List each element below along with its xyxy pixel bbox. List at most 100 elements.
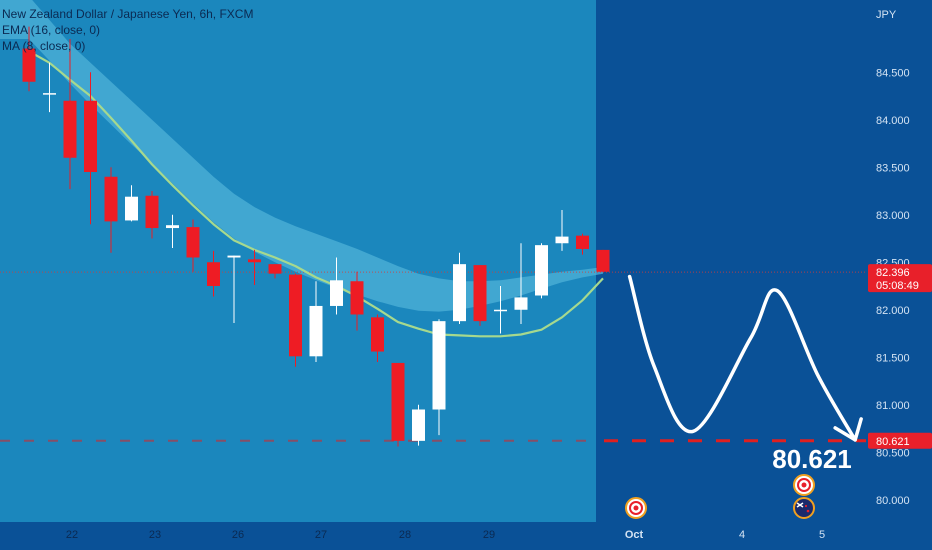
candle-body — [186, 227, 200, 258]
candle[interactable] — [227, 255, 241, 324]
candle[interactable] — [22, 26, 36, 92]
target-price-annotation: 80.621 — [772, 444, 852, 474]
candle-body — [350, 281, 364, 315]
candle[interactable] — [371, 314, 384, 363]
candle-body — [596, 249, 610, 272]
candle[interactable] — [289, 273, 302, 367]
time-tick-label: 29 — [483, 529, 495, 541]
candle-body — [268, 264, 282, 274]
price-tick-label: 84.500 — [876, 67, 910, 79]
axis-currency-label: JPY — [876, 9, 897, 21]
candle[interactable] — [494, 286, 507, 334]
candle-body — [330, 280, 343, 306]
candle[interactable] — [473, 265, 487, 326]
candle[interactable] — [330, 257, 343, 315]
candle-body — [104, 176, 118, 222]
event-target-icon[interactable] — [793, 474, 815, 496]
candle[interactable] — [145, 191, 159, 239]
candle[interactable] — [43, 62, 56, 113]
event-icons — [625, 474, 815, 519]
time-tick-label: 4 — [739, 529, 745, 541]
time-tick-label: 5 — [819, 529, 825, 541]
candle[interactable] — [207, 250, 220, 297]
candle[interactable] — [391, 362, 405, 447]
flag-star — [804, 504, 808, 508]
candle[interactable] — [596, 249, 610, 272]
candle-body — [576, 235, 589, 249]
time-tick-label: 23 — [149, 529, 161, 541]
candle[interactable] — [412, 404, 425, 446]
candle[interactable] — [432, 319, 446, 436]
candle[interactable] — [63, 39, 77, 190]
candle-body — [432, 321, 446, 410]
price-guides — [0, 271, 866, 443]
candle-body — [494, 309, 507, 312]
candle-body — [412, 409, 425, 441]
candle[interactable] — [350, 271, 364, 331]
candle-body — [453, 264, 466, 322]
candle-body — [43, 93, 56, 95]
price-tick-label: 81.000 — [876, 400, 910, 412]
price-tick-label: 84.000 — [876, 115, 910, 127]
price-tick-label: 80.500 — [876, 447, 910, 459]
legend-symbol[interactable]: New Zealand Dollar / Japanese Yen, 6h, F… — [2, 7, 254, 21]
candle[interactable] — [248, 249, 261, 286]
flag-circle — [793, 497, 815, 519]
price-axis[interactable]: JPY84.50084.00083.50083.00082.50082.0008… — [868, 9, 932, 507]
price-tick-label: 83.000 — [876, 210, 910, 222]
candle[interactable] — [576, 233, 589, 255]
candle[interactable] — [104, 167, 118, 253]
time-tick-label: 26 — [232, 529, 244, 541]
event-target-icon[interactable] — [625, 497, 647, 519]
new-zealand-flag-icon[interactable] — [793, 497, 815, 519]
projection-curve — [627, 274, 857, 442]
time-tick-label: 28 — [399, 529, 411, 541]
flag-star — [806, 509, 810, 513]
candle[interactable] — [125, 185, 138, 222]
chart-legend[interactable]: New Zealand Dollar / Japanese Yen, 6h, F… — [2, 6, 253, 54]
candle-body — [535, 245, 548, 296]
candle[interactable] — [309, 281, 323, 362]
candle-body — [22, 48, 36, 82]
candle[interactable] — [453, 252, 466, 324]
target-price-tag[interactable]: 80.621 — [868, 432, 932, 449]
candle[interactable] — [535, 243, 548, 299]
time-tick-label: 22 — [66, 529, 78, 541]
target-price-value: 80.621 — [876, 436, 910, 448]
candle-body — [514, 297, 528, 310]
candle[interactable] — [268, 264, 282, 279]
candle[interactable] — [186, 219, 200, 272]
candle-body — [371, 317, 384, 352]
candle-body — [125, 196, 138, 221]
candle[interactable] — [514, 243, 528, 324]
candles[interactable] — [22, 26, 610, 447]
event-target-inner — [797, 478, 811, 492]
candle-body — [145, 195, 159, 229]
candle-body — [227, 255, 241, 258]
legend-ma[interactable]: MA (8, close, 0) — [2, 39, 86, 53]
candle-body — [207, 262, 220, 286]
event-target-inner — [629, 501, 643, 515]
candle-body — [309, 305, 323, 357]
time-axis[interactable]: 22 23 26 27 28 29 Oct 4 5 — [66, 529, 825, 541]
candle-body — [248, 259, 261, 263]
candle-body — [391, 362, 405, 441]
projection-arrowhead — [833, 417, 863, 442]
projection: 80.621 — [627, 274, 863, 474]
target-price-tag-bg — [868, 432, 932, 449]
flag-union — [796, 502, 804, 508]
event-target-dot — [633, 505, 639, 511]
ma-8-line — [28, 50, 604, 338]
legend-ema[interactable]: EMA (16, close, 0) — [2, 23, 101, 37]
time-tick-label: Oct — [625, 529, 644, 541]
candle[interactable] — [555, 210, 569, 251]
candle[interactable] — [84, 72, 97, 225]
price-tick-label: 83.500 — [876, 162, 910, 174]
last-price-value: 82.396 — [876, 267, 910, 279]
candle[interactable] — [166, 214, 179, 248]
price-tick-label: 80.000 — [876, 495, 910, 507]
price-tick-label: 82.000 — [876, 305, 910, 317]
event-target-dot — [801, 482, 807, 488]
